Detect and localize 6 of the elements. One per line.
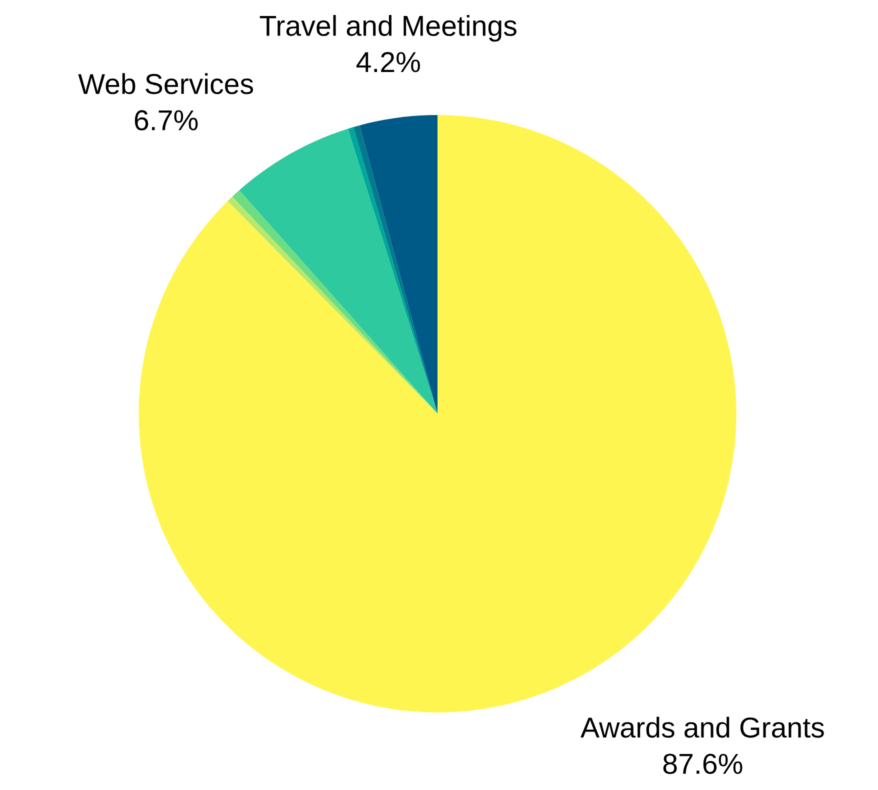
data-label: 4.2%: [356, 52, 420, 72]
data-label: 6.7%: [134, 110, 198, 130]
data-label: 87.6%: [663, 754, 742, 774]
slice-label: Awards and Grants: [580, 716, 824, 738]
slice-label: Travel and Meetings: [260, 14, 516, 42]
slice-label: Web Services: [78, 73, 254, 94]
